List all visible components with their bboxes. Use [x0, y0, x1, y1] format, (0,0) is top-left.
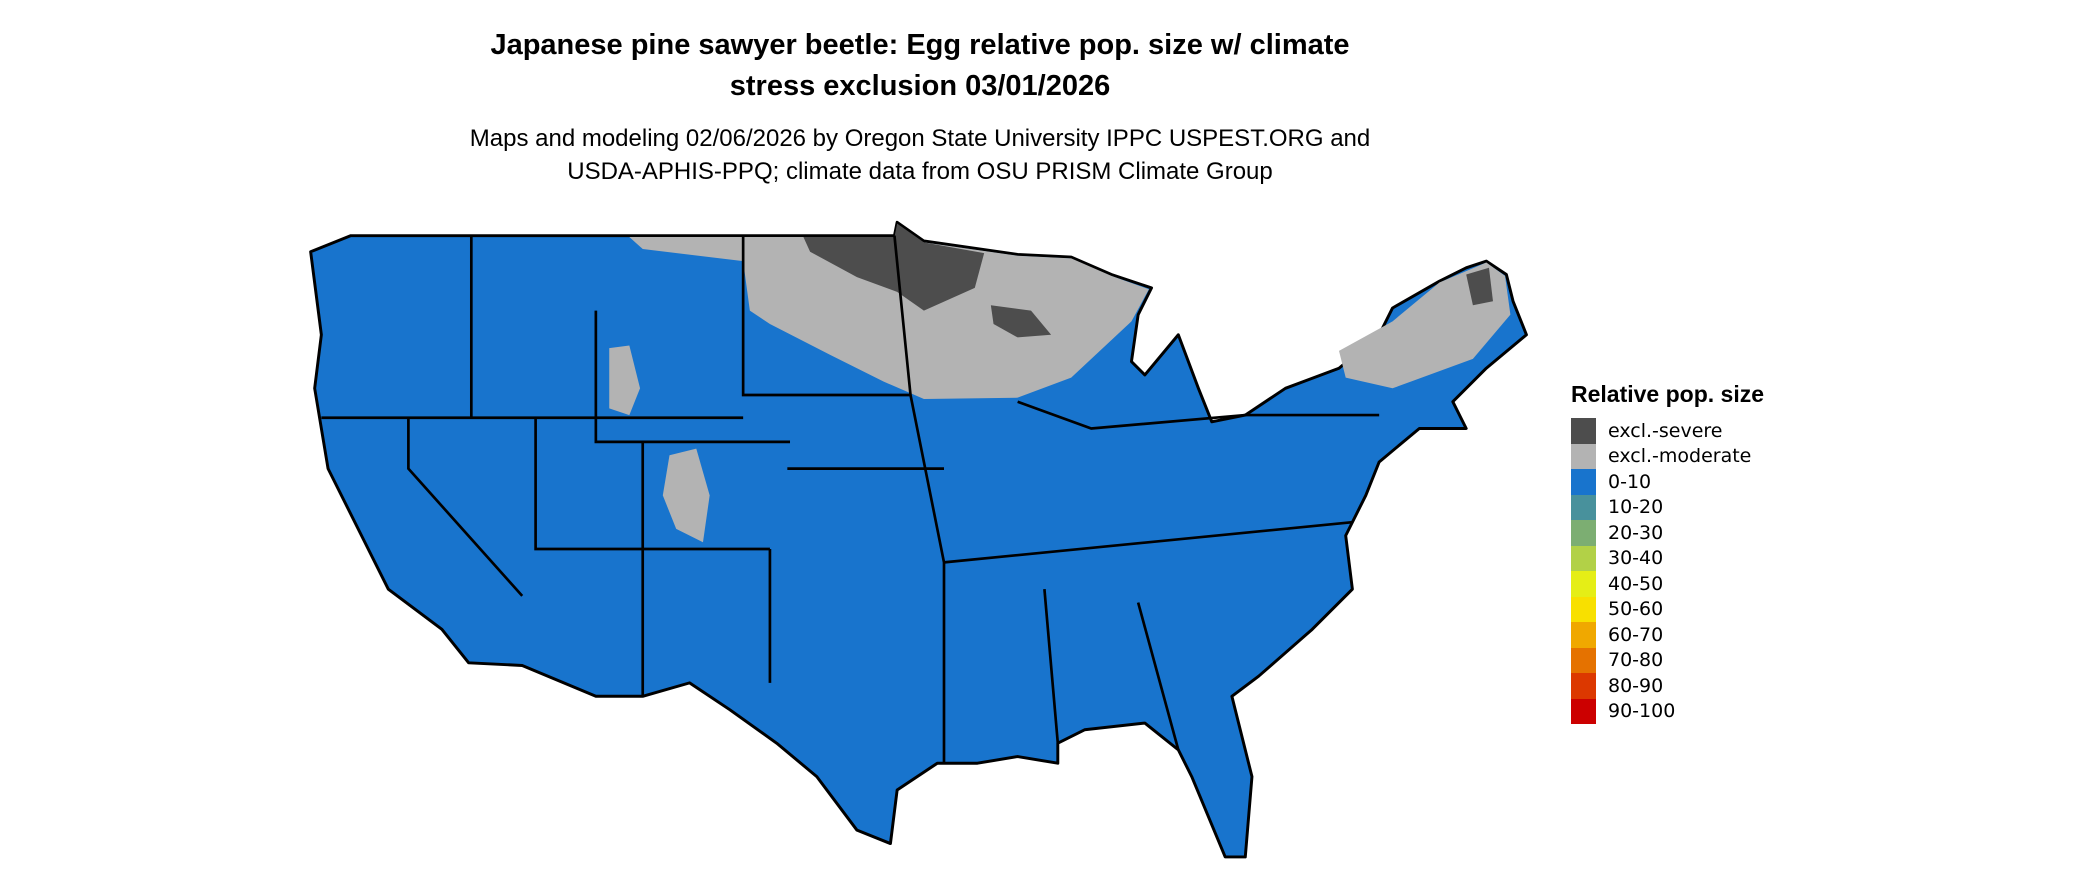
- region-excl-moderate-new-england: [1339, 262, 1511, 389]
- region-excl-moderate-colorado: [662, 448, 710, 543]
- legend-swatch: [1571, 545, 1596, 571]
- state-boundaries: [321, 235, 1380, 764]
- legend-swatch: [1571, 571, 1596, 597]
- legend-label: 40-50: [1608, 572, 1664, 595]
- legend-swatch: [1571, 647, 1596, 673]
- legend-item: 40-50: [1571, 571, 1764, 597]
- legend-swatch: [1571, 596, 1596, 622]
- legend-swatch: [1571, 622, 1596, 648]
- legend-swatch: [1571, 698, 1596, 724]
- legend-label: 60-70: [1608, 623, 1664, 646]
- region-excl-severe-wisconsin: [990, 305, 1052, 338]
- legend-label: 70-80: [1608, 649, 1664, 672]
- legend-item: excl.-moderate: [1571, 443, 1764, 469]
- region-excl-moderate-wyoming: [609, 345, 641, 416]
- legend-label: 20-30: [1608, 521, 1664, 544]
- legend-item: 70-80: [1571, 647, 1764, 673]
- legend-swatch: [1571, 673, 1596, 699]
- legend-swatch: [1571, 469, 1596, 495]
- legend-item: 50-60: [1571, 596, 1764, 622]
- legend-label: 0-10: [1608, 470, 1652, 493]
- legend-swatch: [1571, 418, 1596, 444]
- legend-label: 30-40: [1608, 547, 1664, 570]
- region-excl-moderate-northern-plains: [629, 237, 1149, 400]
- legend-title: Relative pop. size: [1571, 381, 1765, 407]
- legend: Relative pop. size excl.-severe excl.-mod…: [1571, 381, 1764, 724]
- region-excl-severe-minnesota: [803, 223, 985, 311]
- legend-item: 80-90: [1571, 673, 1764, 699]
- legend-item: 0-10: [1571, 469, 1764, 495]
- legend-item: 90-100: [1571, 698, 1764, 724]
- map-subtitle-line2: USDA-APHIS-PPQ; climate data from OSU PR…: [567, 158, 1273, 185]
- legend-label: 90-100: [1608, 700, 1676, 723]
- legend-label: 50-60: [1608, 598, 1664, 621]
- legend-label: excl.-moderate: [1608, 445, 1752, 468]
- legend-swatch: [1571, 520, 1596, 546]
- legend-label: 10-20: [1608, 496, 1664, 519]
- legend-item: 60-70: [1571, 622, 1764, 648]
- legend-item: 10-20: [1571, 494, 1764, 520]
- region-excl-severe-maine: [1466, 267, 1493, 306]
- legend-swatch: [1571, 494, 1596, 520]
- legend-item: 30-40: [1571, 545, 1764, 571]
- legend-label: excl.-severe: [1608, 419, 1723, 442]
- legend-label: 80-90: [1608, 674, 1664, 697]
- map-title-line2: stress exclusion 03/01/2026: [729, 70, 1111, 102]
- map-title-line1: Japanese pine sawyer beetle: Egg relativ…: [490, 29, 1350, 61]
- legend-item: excl.-severe: [1571, 418, 1764, 444]
- legend-swatch: [1571, 443, 1596, 469]
- map-subtitle-line1: Maps and modeling 02/06/2026 by Oregon S…: [469, 125, 1371, 152]
- legend-item: 20-30: [1571, 520, 1764, 546]
